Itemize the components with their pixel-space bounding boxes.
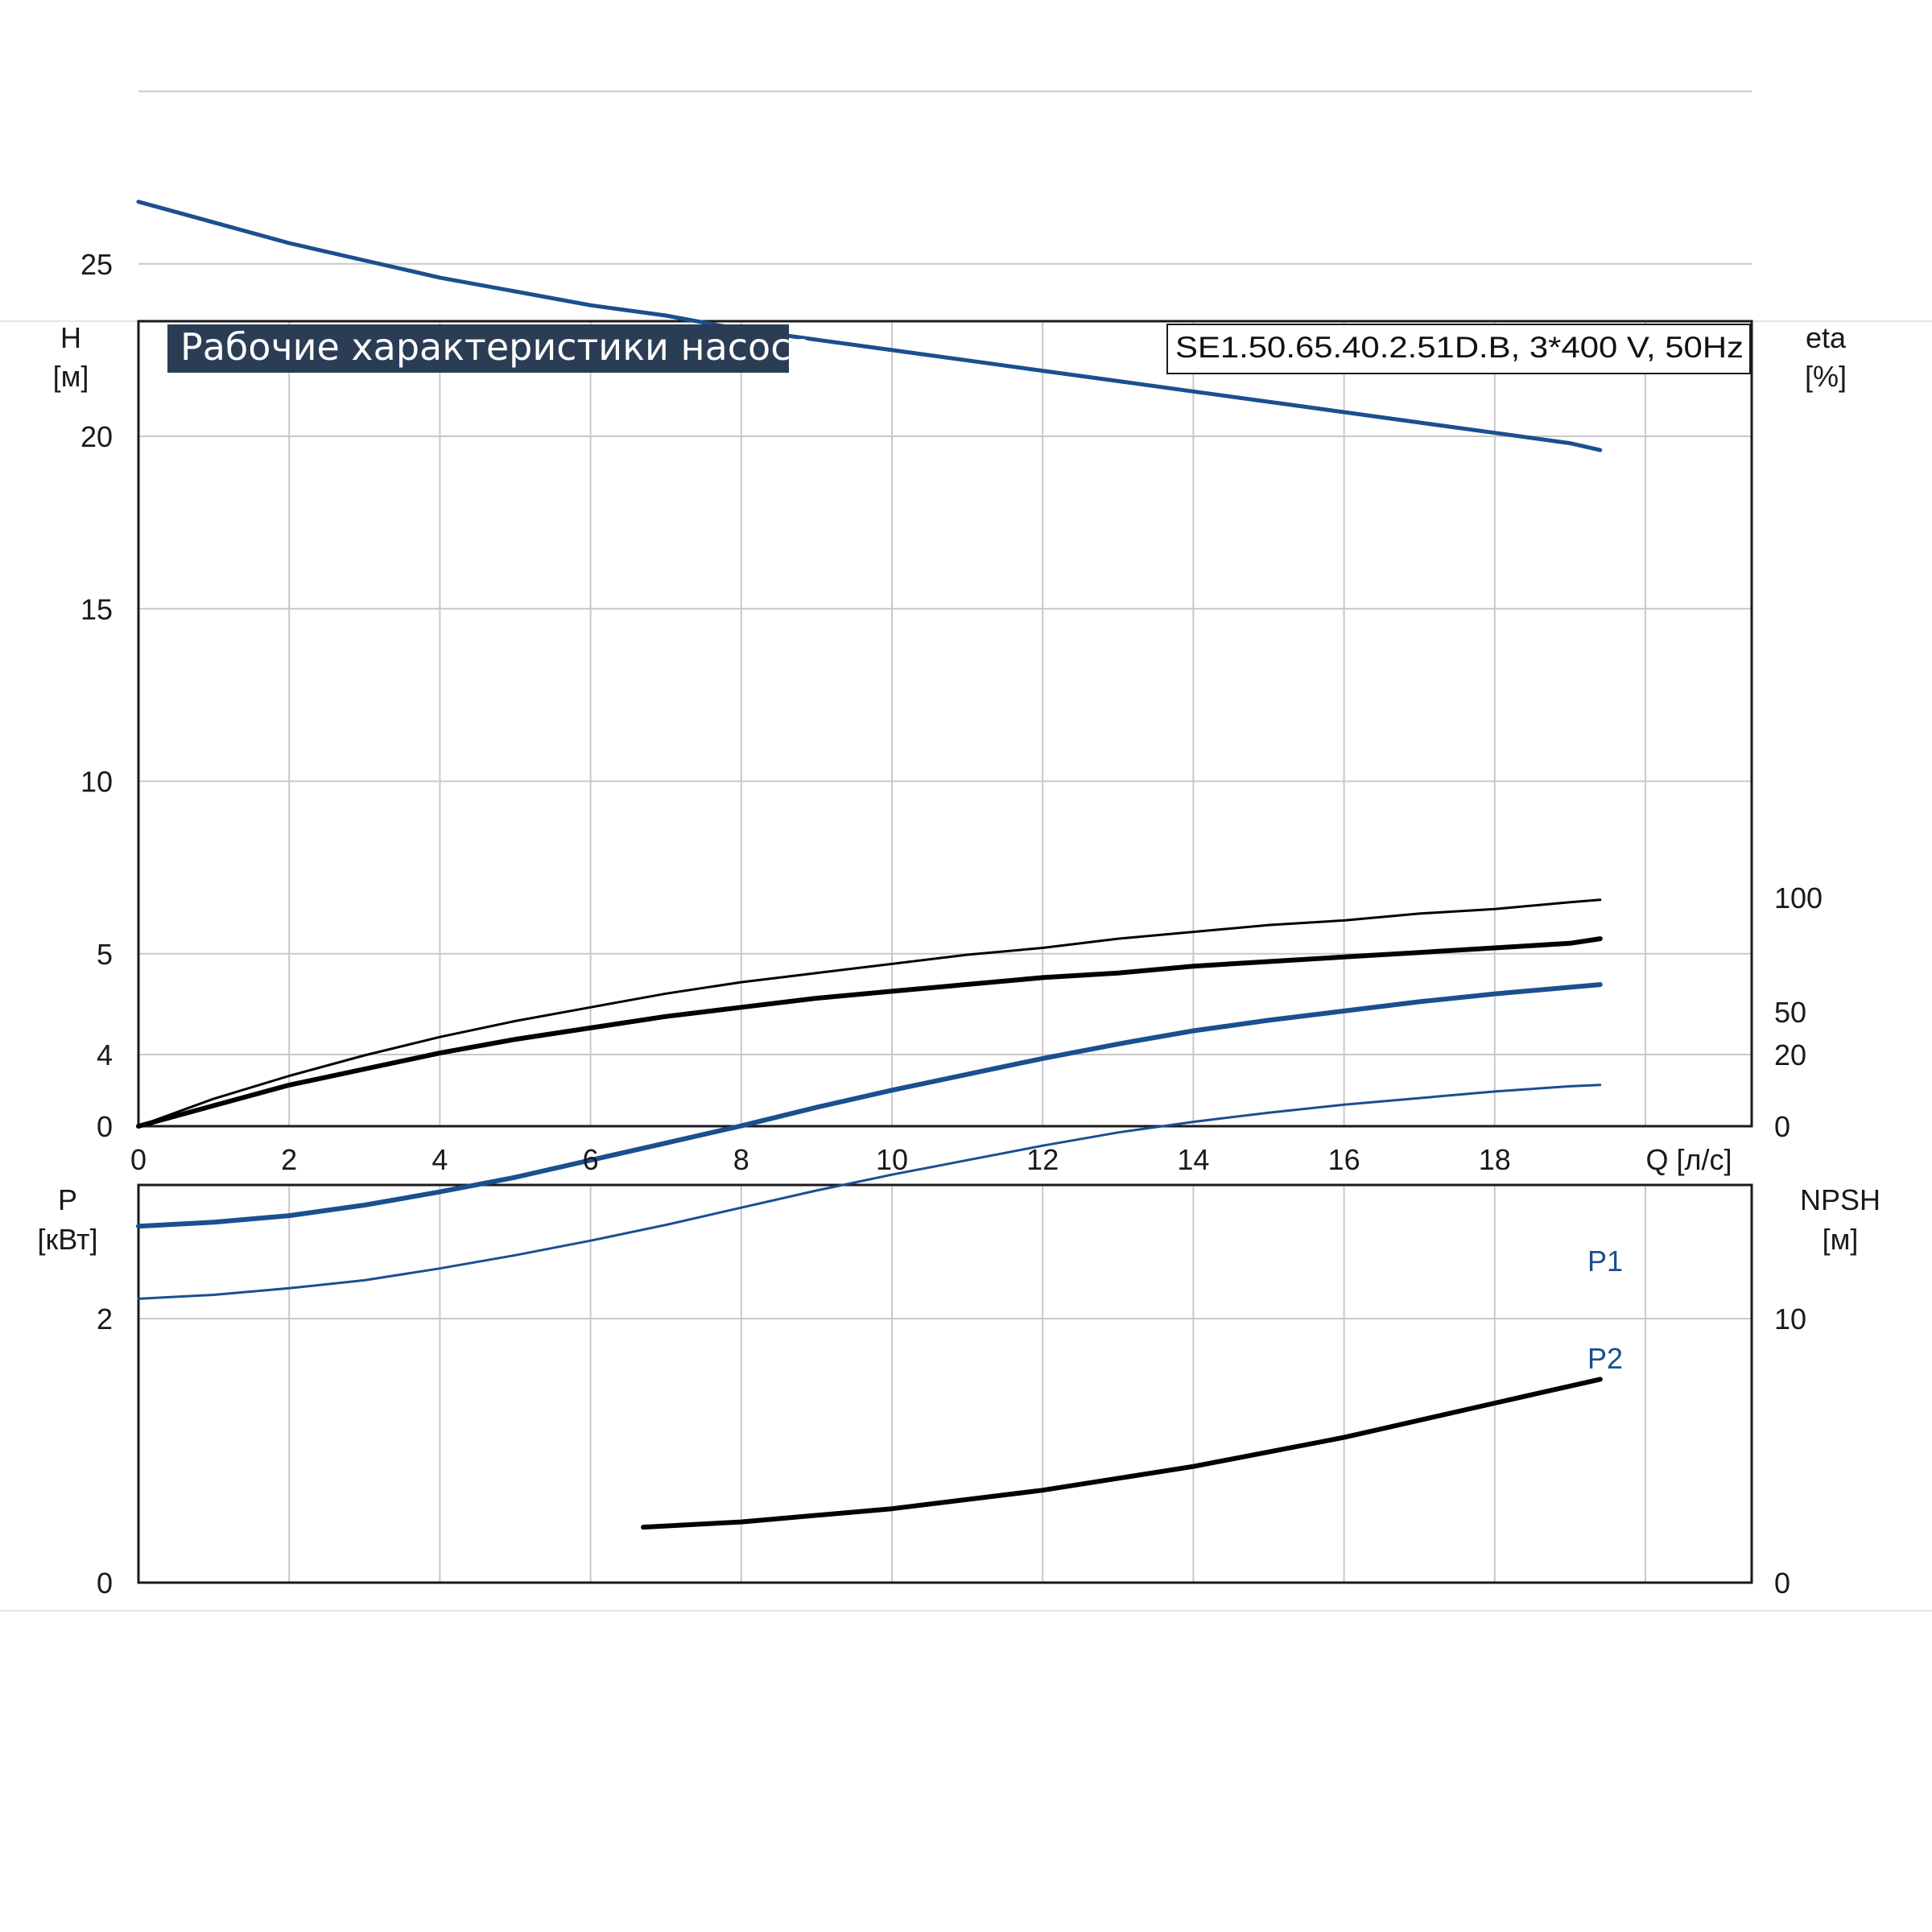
y2-axis-label-eta: eta [1806,321,1847,354]
lower-series-group [136,982,1603,1530]
chart-title: Рабочие характеристики насоса [180,325,814,369]
x-tick-label: 18 [1479,1143,1511,1176]
x-tick-label: 4 [431,1143,448,1176]
x-tick-label: 16 [1328,1143,1360,1176]
y2-tick-label: 0 [1774,1110,1790,1143]
upper-series-group [136,200,1603,1129]
head-curve-line [136,200,1603,452]
lower-y2-tick-label: 10 [1774,1302,1806,1335]
y-tick-label: 25 [80,248,113,281]
y2-tick-label: 100 [1774,881,1823,914]
tick-labels-group: 0 2 4 6 8 10 12 14 16 18 0 5 10 15 20 25 0 50 100 0 2 4 0 10 20 [80,248,1823,1600]
x-tick-label: 0 [130,1143,147,1176]
x-tick-label: 6 [583,1143,599,1176]
title-background [167,324,789,373]
p1-power-line [136,982,1603,1229]
x-tick-label: 8 [733,1143,749,1176]
lower-grid [138,1054,1752,1583]
lower-plot-frame [137,1183,1753,1584]
y-axis-label-p: P [58,1183,77,1216]
efficiency-curve-line [137,898,1602,1128]
y-tick-label: 10 [80,766,113,799]
series-label-p1: P1 [1587,1245,1623,1278]
x-tick-label: 12 [1026,1143,1059,1176]
efficiency-total-curve-line [136,936,1603,1129]
y-tick-label: 0 [97,1110,113,1143]
p2-power-line [137,1084,1602,1300]
model-box [1166,324,1751,374]
y2-axis-label-npsh: NPSH [1800,1183,1880,1216]
y-axis-label-h: H [60,321,81,354]
npsh-curve-line [641,1377,1603,1530]
y-tick-label: 5 [97,938,113,971]
lower-y-tick-label: 0 [97,1567,113,1600]
series-label-p2: P2 [1587,1342,1623,1375]
upper-plot-frame [137,320,1753,1128]
model-label: SE1.50.65.40.2.51D.B, 3*400 V, 50Hz [1175,331,1744,364]
y-axis-label-h-unit: [м] [53,360,89,393]
lower-y-tick-label: 2 [97,1302,113,1335]
lower-y2-tick-label: 20 [1774,1038,1806,1071]
y2-axis-label-npsh-unit: [м] [1823,1223,1859,1256]
x-axis-label: Q [л/с] [1645,1143,1732,1176]
y2-tick-label: 50 [1774,996,1806,1029]
x-tick-label: 10 [876,1143,908,1176]
upper-grid [138,90,1752,1126]
y2-axis-label-eta-unit: [%] [1805,360,1847,393]
lower-y-tick-label: 4 [97,1038,113,1071]
y-axis-label-p-unit: [кВт] [37,1223,97,1256]
y-tick-label: 15 [80,592,113,625]
x-tick-label: 14 [1177,1143,1209,1176]
lower-y2-tick-label: 0 [1774,1567,1790,1600]
x-tick-label: 2 [281,1143,297,1176]
y-tick-label: 20 [80,420,113,453]
